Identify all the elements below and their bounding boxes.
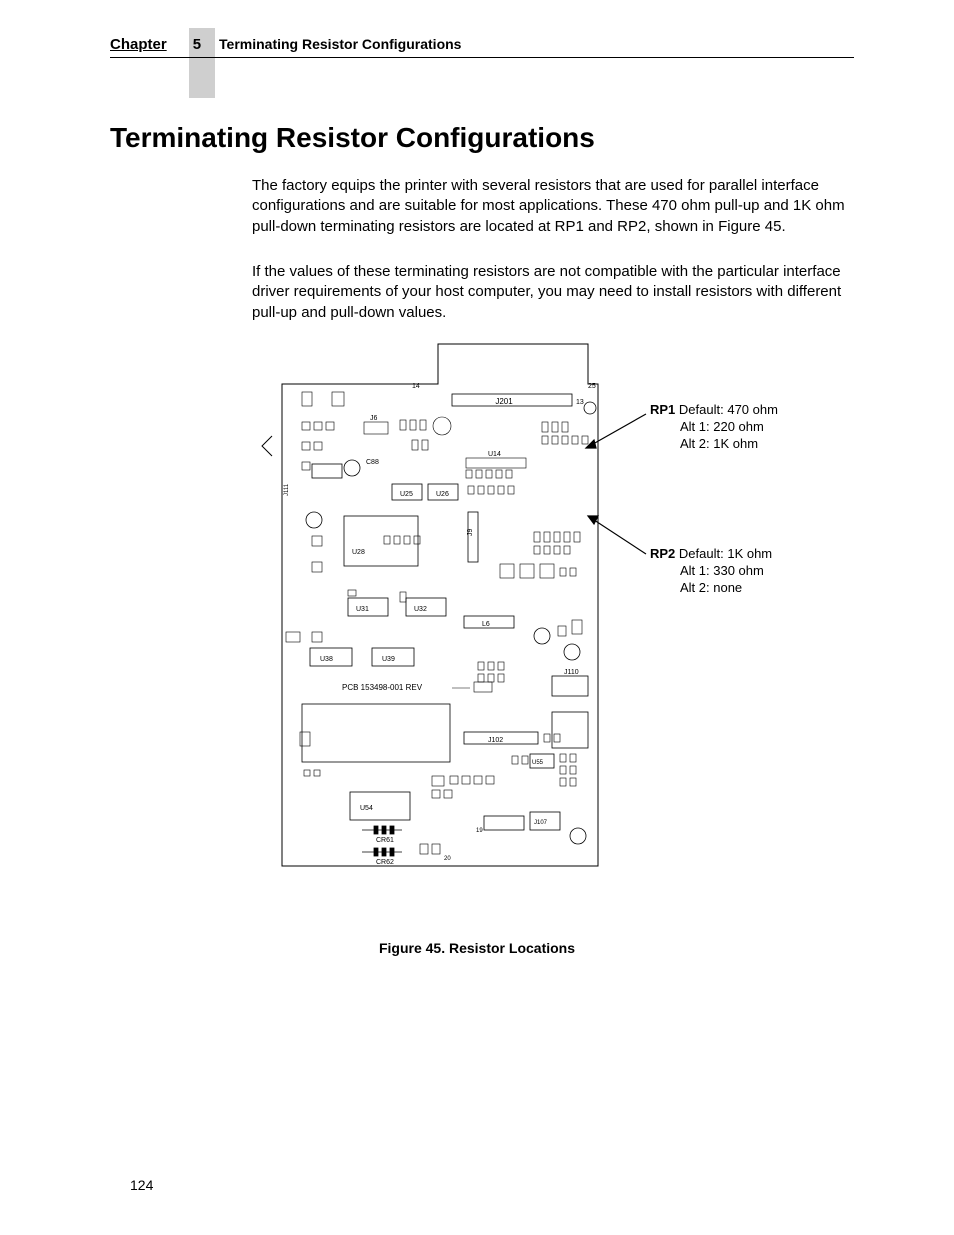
ref-u38: U38 — [320, 656, 333, 663]
ref-n20: 20 — [444, 856, 451, 862]
ref-u39: U39 — [382, 656, 395, 663]
rp2-alt2: Alt 2: none — [680, 580, 742, 595]
paragraph-1: The factory equips the printer with seve… — [252, 176, 854, 237]
page-title: Terminating Resistor Configurations — [110, 122, 595, 154]
page-number: 124 — [130, 1177, 153, 1193]
rp1-alt2: Alt 2: 1K ohm — [680, 436, 758, 451]
ref-n25: 25 — [588, 383, 596, 390]
ref-j6: J6 — [370, 415, 378, 422]
ref-n13: 13 — [576, 399, 584, 406]
ref-n14: 14 — [412, 383, 420, 390]
rp1-alt1: Alt 1: 220 ohm — [680, 419, 764, 434]
pcb-label: PCB 153498-001 REV — [342, 683, 423, 692]
rp2-alt1: Alt 1: 330 ohm — [680, 563, 764, 578]
ref-u55: U55 — [532, 760, 544, 766]
annotation-rp1: RP1 Default: 470 ohm Alt 1: 220 ohm Alt … — [650, 402, 778, 453]
ref-j111: J111 — [284, 483, 290, 496]
header-chapter-label: Chapter — [110, 36, 167, 53]
paragraph-2: If the values of these terminating resis… — [252, 262, 854, 323]
ref-u25: U25 — [400, 491, 413, 498]
ref-cr61: CR61 — [376, 837, 394, 844]
ref-u31: U31 — [356, 606, 369, 613]
ref-j201: J201 — [495, 397, 513, 406]
ref-u14: U14 — [488, 451, 501, 458]
page-header: Chapter 5 Terminating Resistor Configura… — [110, 36, 854, 58]
header-chapter-title: Terminating Resistor Configurations — [219, 36, 461, 52]
figure-resistor-locations: J201 14 13 25 — [252, 336, 852, 888]
header-chapter-number: 5 — [193, 36, 201, 53]
ref-u32: U32 — [414, 606, 427, 613]
rp1-default: Default: 470 ohm — [679, 402, 778, 417]
ref-j102: J102 — [488, 737, 503, 744]
ref-n19: 19 — [476, 828, 483, 834]
ref-c88: C88 — [366, 459, 379, 466]
ref-j107: J107 — [534, 820, 548, 826]
figure-caption: Figure 45. Resistor Locations — [0, 940, 954, 956]
ref-l6: L6 — [482, 621, 490, 628]
rp1-label: RP1 — [650, 402, 675, 417]
ref-j110: J110 — [564, 669, 579, 676]
ref-u54: U54 — [360, 805, 373, 812]
page: Chapter 5 Terminating Resistor Configura… — [0, 0, 954, 1235]
ref-j9: J9 — [467, 529, 474, 537]
ref-cr62: CR62 — [376, 859, 394, 866]
annotation-rp2: RP2 Default: 1K ohm Alt 1: 330 ohm Alt 2… — [650, 546, 772, 597]
rp2-label: RP2 — [650, 546, 675, 561]
ref-u28: U28 — [352, 549, 365, 556]
rp2-default: Default: 1K ohm — [679, 546, 772, 561]
ref-u26: U26 — [436, 491, 449, 498]
